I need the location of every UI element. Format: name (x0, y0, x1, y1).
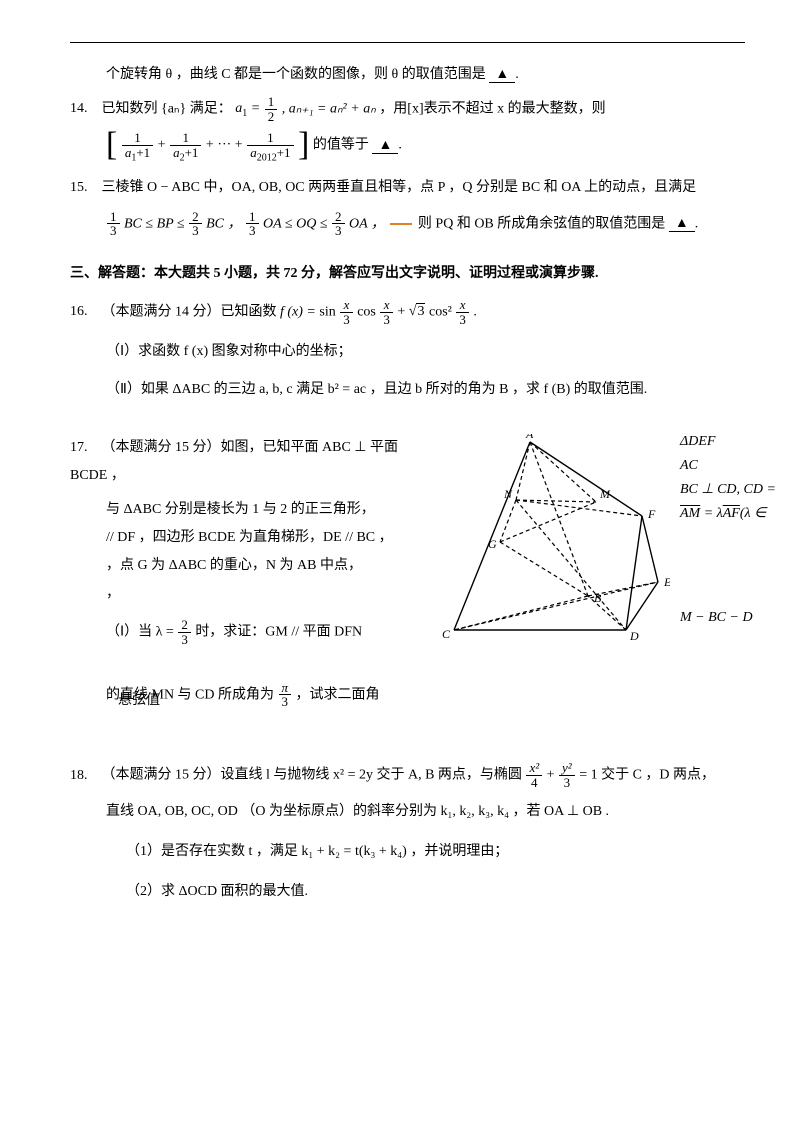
q17-lead: （本题满分 15 分）如图，已知平面 ABC ⊥ 平面 BCDE ， (70, 440, 398, 483)
svg-text:G: G (488, 537, 497, 551)
q16-sin: sin (319, 304, 335, 319)
q17-p1-frac: 23 (178, 618, 191, 646)
q17-side-l4: AM = λAF(λ ∈ (680, 502, 776, 526)
svg-text:N: N (503, 487, 513, 501)
q17-p2c: ，试求二面角 (296, 687, 380, 702)
q13-tail-line: 个旋转角 θ ，曲线 C 都是一个函数的图像，则 θ 的取值范围是 ▲. (70, 61, 745, 89)
q14-tN: 1a2012+1 (247, 131, 293, 159)
q17-side-column: ΔDEF AC BC ⊥ CD, CD = AM = λAF(λ ∈ M − B… (680, 430, 776, 629)
q14-line1: 14. 已知数列 {aₙ} 满足： a1 = 12 , aₙ₊₁ = aₙ² +… (70, 95, 745, 123)
orange-dash-icon (390, 223, 412, 225)
q17-p2: 的悬弦值直线 MN 与 CD 所成角为 π3 ，试求二面角 (70, 681, 420, 709)
q16-cos1: cos (357, 304, 376, 319)
svg-text:E: E (663, 575, 670, 589)
q18-ell-t2: y²3 (559, 761, 575, 789)
svg-text:A: A (525, 434, 534, 441)
q14-a1: a1 = (235, 101, 263, 116)
q17-l4: ，点 G 为 ΔABC 的重心，N 为 AB 中点， (70, 552, 420, 580)
q14-tail: 的值等于 (313, 138, 369, 153)
q14-number: 14. (70, 95, 98, 123)
q15-t2: OA ， (349, 216, 385, 231)
q18-ell-t1: x²4 (526, 761, 542, 789)
svg-text:C: C (442, 627, 451, 641)
q17-side-l3: BC ⊥ CD, CD = (680, 478, 776, 502)
q15-line2: 13 BC ≤ BP ≤ 23 BC ， 13 OA ≤ OQ ≤ 23 OA … (70, 210, 745, 238)
q16-x3b: x3 (380, 298, 393, 326)
q17-side-l2: AC (680, 454, 776, 478)
q15-t1: BC ， (206, 216, 241, 231)
q16-number: 16. (70, 298, 98, 326)
q16-x3c: x3 (456, 298, 469, 326)
q17-side-l4-af: AF (723, 506, 740, 521)
q14-t2: 1a2+1 (170, 131, 201, 159)
spacer (70, 715, 745, 755)
q17-p1: （Ⅰ）当 λ = 23 时，求证：GM // 平面 DFN (70, 618, 420, 646)
top-rule (70, 42, 745, 43)
lbracket: [ (106, 127, 117, 164)
q17-l5: ， (70, 580, 420, 608)
blank-marker: ▲ (669, 217, 695, 232)
q17-l2: 与 ΔABC 分别是棱长为 1 与 2 的正三角形， (70, 496, 420, 524)
period: . (515, 67, 519, 82)
q17-p1b: 时，求证：GM // 平面 DFN (195, 625, 362, 640)
q16-plus: + (397, 304, 408, 319)
q16-line1: 16. （本题满分 14 分）已知函数 f (x) = sin x3 cos x… (70, 298, 745, 326)
q14-t1: 1a1+1 (122, 131, 153, 159)
svg-text:D: D (629, 629, 639, 643)
q17-figure: A B C D E F M N G (440, 434, 670, 644)
q15-m1: BC ≤ BP ≤ (124, 216, 185, 231)
section-3-heading: 三、解答题：本大题共 5 小题，共 72 分，解答应写出文字说明、证明过程或演算… (70, 260, 745, 288)
q18-l2: 直线 OA, OB, OC, OD （O 为坐标原点）的斜率分别为 k₁, k₂… (70, 798, 745, 826)
q15-l2b: 则 PQ 和 OB 所成角余弦值的取值范围是 (418, 216, 665, 231)
q18-lead-a: （本题满分 15 分）设直线 l 与抛物线 x² = 2y 交于 A, B 两点… (102, 768, 526, 783)
q17-p2over: 悬弦值 (118, 687, 160, 715)
q18-p1: （1）是否存在实数 t ，满足 k₁ + k₂ = t(k₃ + k₄) ，并说… (70, 838, 745, 866)
q15-f1: 13 (107, 210, 120, 238)
exam-page: 个旋转角 θ ，曲线 C 都是一个函数的图像，则 θ 的取值范围是 ▲. 14.… (0, 0, 800, 1132)
q16-x3a: x3 (340, 298, 353, 326)
q17-side-l1: ΔDEF (680, 430, 776, 454)
q16-flabel: f (x) = (280, 304, 319, 319)
q14-line2: [ 1a1+1 + 1a2+1 + ··· + 1a2012+1 ] 的值等于 … (70, 131, 745, 159)
q14-frac-half: 12 (265, 95, 278, 123)
q15-f2: 23 (189, 210, 202, 238)
q17-line1: 17. （本题满分 15 分）如图，已知平面 ABC ⊥ 平面 BCDE ， (70, 434, 420, 490)
spacer (680, 526, 776, 606)
q16-part1: （Ⅰ）求函数 f (x) 图象对称中心的坐标； (70, 338, 745, 366)
q14-rec: aₙ₊₁ = aₙ² + aₙ (289, 101, 376, 116)
svg-text:M: M (599, 487, 611, 501)
q15-f3: 13 (246, 210, 259, 238)
q17-block: 17. （本题满分 15 分）如图，已知平面 ABC ⊥ 平面 BCDE ， 与… (70, 434, 745, 709)
q14-note: ，用[x]表示不超过 x 的最大整数，则 (379, 101, 605, 116)
q15-l1: 三棱锥 O − ABC 中，OA, OB, OC 两两垂直且相等，点 P ，Q … (102, 180, 697, 195)
q18-p2: （2）求 ΔOCD 面积的最大值. (70, 878, 745, 906)
q17-side-l5: M − BC − D (680, 606, 776, 630)
q15-line1: 15. 三棱锥 O − ABC 中，OA, OB, OC 两两垂直且相等，点 P… (70, 174, 745, 202)
q18-ell-plus: + (547, 768, 558, 783)
q17-p1a: （Ⅰ）当 λ = (106, 625, 177, 640)
rbracket: ] (298, 127, 309, 164)
q16-part2: （Ⅱ）如果 ΔABC 的三边 a, b, c 满足 b² = ac ，且边 b … (70, 376, 745, 404)
q18-line1: 18. （本题满分 15 分）设直线 l 与抛物线 x² = 2y 交于 A, … (70, 761, 745, 789)
q16-lead: （本题满分 14 分）已知函数 (102, 304, 281, 319)
blank-marker: ▲ (489, 68, 515, 83)
blank-marker: ▲ (372, 139, 398, 154)
svg-text:B: B (594, 591, 602, 605)
q17-l3: // DF ，四边形 BCDE 为直角梯形，DE // BC ， (70, 524, 420, 552)
q15-m2: OA ≤ OQ ≤ (263, 216, 328, 231)
q17-p2-frac: π3 (279, 681, 292, 709)
q14-lead: 已知数列 {aₙ} 满足： (102, 101, 232, 116)
svg-text:F: F (647, 507, 656, 521)
q17-text-column: 17. （本题满分 15 分）如图，已知平面 ABC ⊥ 平面 BCDE ， 与… (70, 434, 420, 709)
q17-side-l4-am: AM (680, 506, 700, 521)
q17-number: 17. (70, 434, 98, 462)
q16-cos2: cos² (429, 304, 452, 319)
q14-comma: , (282, 101, 289, 116)
sqrt3-icon: 3 (409, 298, 426, 326)
q15-f4: 23 (332, 210, 345, 238)
q18-lead-b: = 1 交于 C ，D 两点， (579, 768, 715, 783)
q15-number: 15. (70, 174, 98, 202)
q13-tail: 个旋转角 θ ，曲线 C 都是一个函数的图像，则 θ 的取值范围是 (106, 67, 486, 82)
q18-number: 18. (70, 762, 98, 790)
